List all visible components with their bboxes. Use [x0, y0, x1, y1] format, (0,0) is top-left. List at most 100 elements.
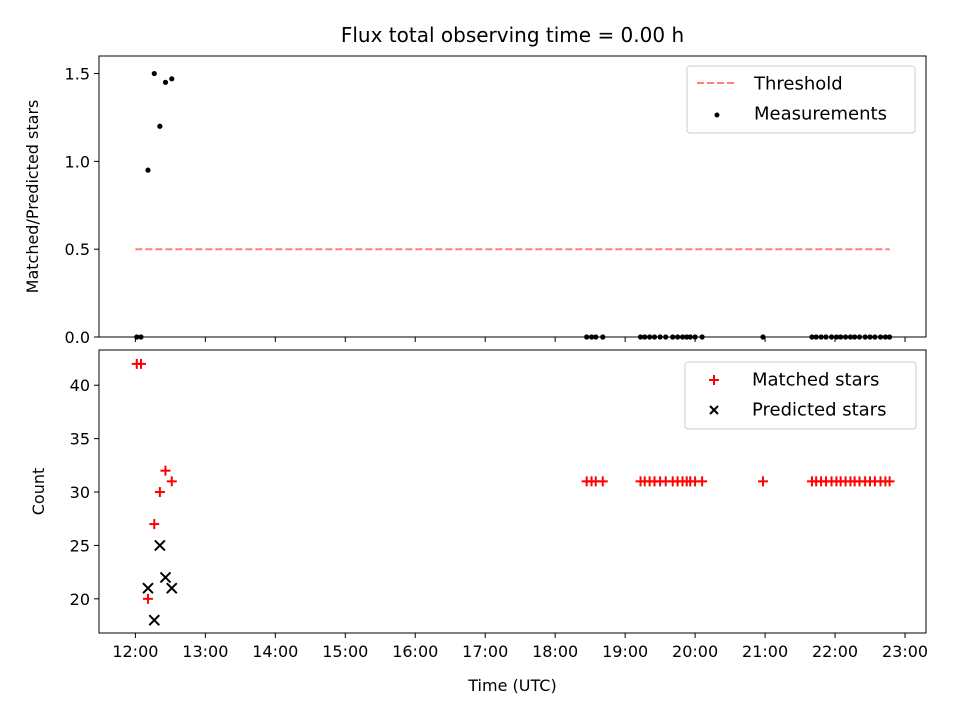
- x-tick-label-5: 17:00: [462, 642, 508, 661]
- legend-measurements-label: Measurements: [754, 104, 887, 125]
- bottom-y-tick-label-4: 40: [70, 376, 90, 395]
- bottom-legend: Matched stars Predicted stars: [684, 361, 917, 430]
- measurement-point-7: [584, 334, 590, 340]
- measurement-point-24: [760, 334, 766, 340]
- bottom-panel: 20 25 30 35 40 12:00 13:00 14:00 15:00 16:00 17:0…: [29, 349, 928, 695]
- legend-measurements-swatch: [714, 112, 720, 118]
- measurement-point-18: [675, 334, 681, 340]
- measurement-point-12: [642, 334, 648, 340]
- measurement-point-5: [162, 79, 169, 85]
- x-tick-label-9: 21:00: [742, 642, 788, 661]
- legend-matched-swatch: [709, 375, 719, 385]
- measurement-point-41: [887, 334, 893, 340]
- measurement-point-23: [699, 334, 705, 340]
- matched-point-2: [142, 593, 153, 604]
- matched-point-5: [160, 465, 171, 476]
- bottom-y-tick-label-2: 30: [70, 483, 90, 502]
- legend-predicted-label: Predicted stars: [752, 400, 886, 421]
- top-y-tick-label-3: 1.5: [65, 65, 90, 84]
- measurement-point-13: [647, 334, 653, 340]
- measurement-point-34: [852, 334, 858, 340]
- x-tick-label-7: 19:00: [602, 642, 648, 661]
- legend-threshold-label: Threshold: [753, 74, 843, 95]
- measurement-point-35: [856, 334, 863, 340]
- matched-point-10: [597, 476, 608, 487]
- measurement-point-37: [867, 334, 873, 340]
- bottom-y-tick-label-0: 20: [70, 590, 90, 609]
- matched-point-23: [697, 476, 708, 487]
- measurement-point-2: [145, 167, 151, 173]
- predicted-point-2: [154, 539, 166, 552]
- matched-point-4: [154, 487, 165, 498]
- bottom-marks: [131, 358, 895, 626]
- measurement-point-36: [862, 334, 868, 340]
- measurement-point-8: [588, 334, 595, 340]
- measurement-point-16: [663, 334, 669, 340]
- measurement-point-32: [842, 334, 849, 340]
- top-y-axis: 0.0 0.5 1.0 1.5: [65, 65, 99, 347]
- x-tick-label-4: 16:00: [392, 642, 438, 661]
- measurement-point-40: [882, 334, 889, 340]
- measurement-point-15: [657, 334, 663, 340]
- top-y-axis-label: Matched/Predicted stars: [23, 100, 42, 294]
- bottom-y-axis: 20 25 30 35 40: [70, 376, 99, 609]
- bottom-legend-box: [684, 361, 917, 430]
- predicted-point-4: [166, 582, 178, 594]
- measurement-point-10: [600, 334, 606, 340]
- measurement-point-11: [637, 334, 644, 340]
- top-y-tick-label-1: 0.5: [65, 240, 90, 259]
- measurement-point-29: [828, 334, 835, 340]
- top-marks: [134, 70, 893, 340]
- top-y-tick-label-0: 0.0: [65, 328, 90, 347]
- x-tick-label-8: 20:00: [672, 642, 718, 661]
- top-x-axis: [134, 337, 906, 342]
- top-legend-box: [686, 65, 916, 134]
- legend-matched-label: Matched stars: [752, 370, 879, 391]
- measurement-point-27: [818, 334, 824, 340]
- predicted-point-3: [159, 571, 172, 584]
- measurement-point-25: [809, 334, 815, 340]
- measurement-point-0: [134, 334, 140, 340]
- measurement-point-33: [847, 334, 854, 340]
- measurement-point-22: [692, 334, 698, 340]
- legend-predicted-swatch: [709, 405, 719, 415]
- measurement-point-3: [151, 70, 157, 77]
- measurement-point-30: [833, 334, 840, 340]
- matched-point-41: [884, 476, 895, 487]
- bottom-x-axis: 12:00 13:00 14:00 15:00 16:00 17:00 18:00 19:00…: [112, 633, 928, 661]
- measurement-point-6: [169, 76, 175, 82]
- top-y-tick-label-2: 1.0: [65, 152, 90, 171]
- predicted-point-1: [148, 614, 160, 626]
- measurement-point-17: [670, 334, 676, 340]
- x-tick-label-1: 13:00: [182, 642, 228, 661]
- x-tick-label-0: 12:00: [112, 642, 158, 661]
- top-panel: 0.0 0.5 1.0 1.5 Matched/Predicted stars Thr…: [23, 55, 927, 347]
- top-legend: Threshold Measurements: [686, 65, 916, 134]
- measurement-point-19: [679, 334, 686, 340]
- x-tick-label-3: 15:00: [322, 642, 368, 661]
- measurement-point-4: [157, 123, 163, 129]
- bottom-y-tick-label-3: 35: [70, 430, 90, 449]
- measurement-point-31: [838, 334, 844, 340]
- x-tick-label-2: 14:00: [252, 642, 298, 661]
- matched-point-6: [166, 476, 177, 487]
- matched-point-24: [757, 476, 768, 487]
- measurement-point-14: [651, 334, 658, 340]
- measurement-point-1: [138, 334, 144, 340]
- measurement-point-39: [877, 334, 884, 340]
- matched-point-3: [149, 519, 160, 530]
- bottom-y-tick-label-1: 25: [70, 536, 90, 555]
- x-tick-label-6: 18:00: [532, 642, 578, 661]
- predicted-point-0: [142, 582, 154, 594]
- x-axis-label: Time (UTC): [467, 676, 556, 695]
- bottom-y-axis-label: Count: [29, 468, 48, 516]
- x-tick-label-10: 22:00: [812, 642, 858, 661]
- measurement-point-28: [823, 334, 829, 340]
- matched-point-1: [135, 358, 146, 369]
- measurement-point-9: [593, 334, 599, 340]
- measurement-point-26: [813, 334, 819, 340]
- x-tick-label-11: 23:00: [882, 642, 928, 661]
- measurement-point-38: [872, 334, 878, 340]
- measurement-point-21: [687, 334, 693, 340]
